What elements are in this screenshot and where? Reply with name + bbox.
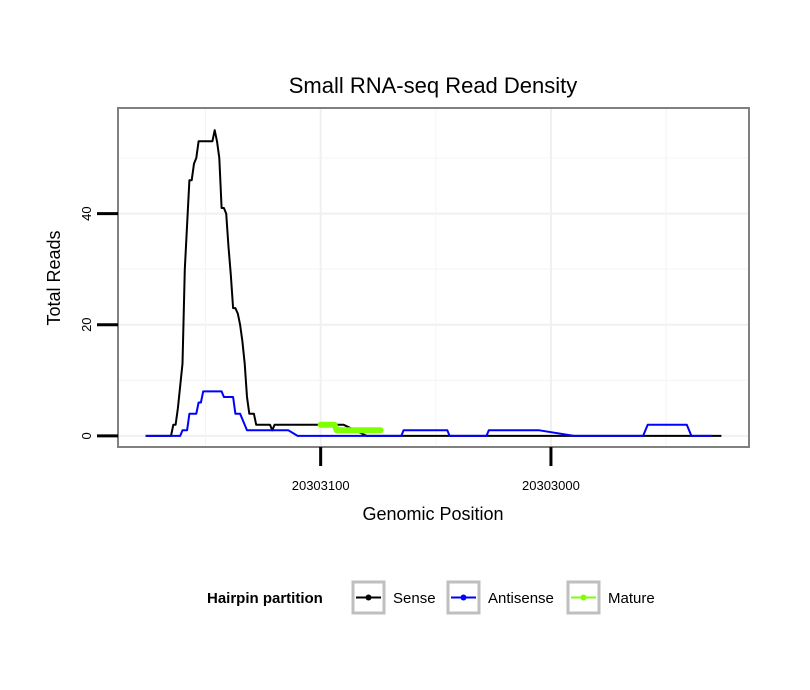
y-tick-label: 0 (79, 432, 94, 439)
series-layer (145, 129, 722, 437)
legend-key-point (460, 594, 467, 601)
x-axis-label: Genomic Position (362, 504, 503, 524)
legend-item-mature: Mature (566, 580, 655, 615)
series-line-mature (317, 421, 384, 434)
plot-border (117, 107, 750, 448)
chart-title: Small RNA-seq Read Density (289, 73, 578, 98)
legend-key-point (580, 594, 587, 601)
legend-items: Sense Antisense Mature (351, 580, 655, 615)
legend: Hairpin partition Sense Antisense Mature (207, 580, 655, 615)
legend-key-point (365, 594, 372, 601)
legend-title: Hairpin partition (207, 590, 323, 607)
legend-label: Sense (393, 590, 436, 607)
grid-lines (118, 108, 749, 447)
legend-label: Antisense (488, 590, 554, 607)
x-tick-label: 20303000 (522, 478, 580, 493)
y-axis-label: Total Reads (44, 230, 64, 325)
x-tick-label: 20303100 (292, 478, 350, 493)
series-line-antisense (145, 390, 713, 437)
y-axis: 0 20 40 (79, 206, 118, 440)
y-tick-label: 40 (79, 206, 94, 220)
legend-label: Mature (608, 590, 655, 607)
plot-panel (118, 108, 749, 447)
y-tick-label: 20 (79, 317, 94, 331)
legend-item-antisense: Antisense (446, 580, 554, 615)
legend-item-sense: Sense (351, 580, 436, 615)
x-axis: 20303100 20303000 (292, 447, 580, 493)
